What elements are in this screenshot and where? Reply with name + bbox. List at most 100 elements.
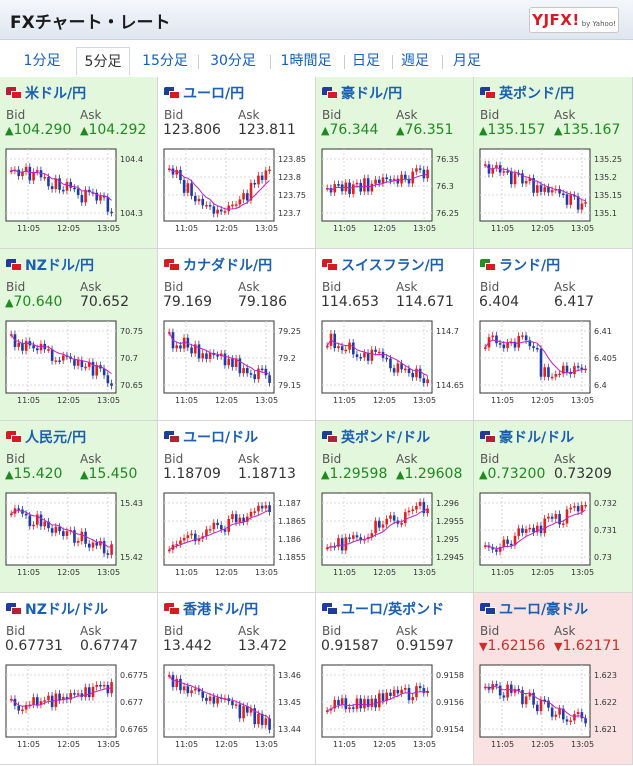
x-tick-label: 13:05 bbox=[413, 396, 436, 405]
pair-card[interactable]: カナダドル/円 Bid Ask 79.169 79.186 79.25 79.2 79.15 1… bbox=[158, 249, 316, 421]
candle-body bbox=[404, 512, 407, 524]
pair-title[interactable]: 豪ドル/円 bbox=[322, 83, 402, 103]
mini-candle-chart[interactable]: 135.25 135.2 135.15 135.1 11:05 12:05 13:05 bbox=[479, 147, 629, 239]
mini-candle-chart[interactable]: 13.46 13.45 13.44 11:05 12:05 13:05 bbox=[163, 663, 313, 755]
mini-candle-chart[interactable]: 76.35 76.3 76.25 11:05 12:05 13:05 bbox=[321, 147, 471, 239]
pair-title[interactable]: 豪ドル/ドル bbox=[480, 427, 574, 447]
pair-title[interactable]: ユーロ/円 bbox=[164, 83, 244, 103]
x-tick-label: 11:05 bbox=[175, 396, 198, 405]
candle-body bbox=[62, 531, 65, 536]
pair-name[interactable]: NZドル/ドル bbox=[25, 602, 108, 618]
pair-name[interactable]: 豪ドル/円 bbox=[341, 86, 403, 102]
pair-name[interactable]: ユーロ/英ポンド bbox=[341, 602, 445, 618]
candle-body bbox=[355, 182, 359, 185]
pair-name[interactable]: 豪ドル/ドル bbox=[499, 430, 575, 446]
chart-svg: 70.75 70.7 70.65 11:05 12:05 13:05 bbox=[5, 320, 143, 405]
candle-body bbox=[39, 343, 43, 351]
pair-name[interactable]: NZドル/円 bbox=[25, 258, 94, 274]
pair-card[interactable]: 豪ドル/ドル Bid Ask ▲0.73200 0.73209 0.732 0.731 0.7… bbox=[474, 421, 633, 593]
pair-title[interactable]: 米ドル/円 bbox=[6, 83, 86, 103]
mini-candle-chart[interactable]: 0.732 0.731 0.73 11:05 12:05 13:05 bbox=[479, 491, 629, 583]
pair-card[interactable]: ユーロ/英ポンド Bid Ask 0.91587 0.91597 0.9158 0.9156… bbox=[316, 593, 474, 765]
mini-candle-chart[interactable]: 0.6775 0.677 0.6765 11:05 12:05 13:05 bbox=[5, 663, 155, 755]
mini-candle-chart[interactable]: 15.43 15.42 11:05 12:05 13:05 bbox=[5, 491, 155, 583]
pair-card[interactable]: 米ドル/円 Bid Ask ▲104.290 ▲104.292 104.4 104.3 11:… bbox=[0, 77, 158, 249]
pair-card[interactable]: NZドル/円 Bid Ask ▲70.640 70.652 70.75 70.7 70.65 1… bbox=[0, 249, 158, 421]
mini-candle-chart[interactable]: 104.4 104.3 11:05 12:05 13:05 bbox=[5, 147, 155, 239]
pair-name[interactable]: ユーロ/円 bbox=[183, 86, 245, 102]
pair-card[interactable]: 英ポンド/円 Bid Ask ▲135.157 ▲135.167 135.25 135.2 1… bbox=[474, 77, 633, 249]
pair-name[interactable]: ランド/円 bbox=[499, 258, 561, 274]
bid-label: Bid bbox=[480, 624, 500, 638]
bid-price: 123.806 bbox=[163, 122, 221, 138]
bid-price: 114.653 bbox=[321, 294, 379, 310]
pair-name[interactable]: スイスフラン/円 bbox=[341, 258, 444, 274]
mini-candle-chart[interactable]: 1.296 1.2955 1.295 1.2945 11:05 12:05 13:05 bbox=[321, 491, 471, 583]
pair-name[interactable]: ユーロ/ドル bbox=[183, 430, 259, 446]
pair-card[interactable]: スイスフラン/円 Bid Ask 114.653 114.671 114.7 114.65 1… bbox=[316, 249, 474, 421]
tab-7[interactable]: 週足 bbox=[401, 53, 429, 69]
ask-label: Ask bbox=[554, 108, 576, 122]
pair-name[interactable]: カナダドル/円 bbox=[183, 258, 273, 274]
tab-1[interactable]: 1分足 bbox=[23, 53, 61, 69]
tab-6[interactable]: 日足 bbox=[352, 53, 380, 69]
candle-body bbox=[168, 168, 171, 171]
pair-name[interactable]: 英ポンド/円 bbox=[499, 86, 575, 102]
mini-candle-chart[interactable]: 79.25 79.2 79.15 11:05 12:05 13:05 bbox=[163, 319, 313, 411]
pair-card[interactable]: 英ポンド/ドル Bid Ask ▲1.29598 ▲1.29608 1.296 1.2955… bbox=[316, 421, 474, 593]
chart-svg: 0.732 0.731 0.73 11:05 12:05 13:05 bbox=[479, 492, 617, 577]
pair-title[interactable]: ユーロ/ドル bbox=[164, 427, 258, 447]
pair-name[interactable]: 米ドル/円 bbox=[25, 86, 87, 102]
y-tick-label: 0.6765 bbox=[120, 725, 148, 734]
pair-name[interactable]: 香港ドル/円 bbox=[183, 602, 259, 618]
yjfx-logo[interactable]: YJFX! by Yahoo! bbox=[529, 7, 619, 33]
bid-value: 0.91587 bbox=[321, 638, 379, 654]
candle-body bbox=[50, 528, 54, 533]
pair-title[interactable]: ユーロ/英ポンド bbox=[322, 599, 444, 619]
pair-title[interactable]: スイスフラン/円 bbox=[322, 255, 444, 275]
x-tick-label: 12:05 bbox=[373, 396, 396, 405]
y-tick-label: 79.25 bbox=[278, 327, 301, 336]
pair-title[interactable]: NZドル/円 bbox=[6, 255, 94, 275]
pair-title[interactable]: ランド/円 bbox=[480, 255, 560, 275]
mini-candle-chart[interactable]: 1.187 1.1865 1.186 1.1855 11:05 12:05 13:05 bbox=[163, 491, 313, 583]
candle-body bbox=[84, 366, 87, 369]
pair-title[interactable]: 英ポンド/ドル bbox=[322, 427, 430, 447]
candle-body bbox=[102, 368, 106, 376]
tab-4[interactable]: 30分足 bbox=[210, 53, 256, 69]
pair-name[interactable]: ユーロ/豪ドル bbox=[499, 602, 589, 618]
mini-candle-chart[interactable]: 0.9158 0.9156 0.9154 11:05 12:05 13:05 bbox=[321, 663, 471, 755]
candle-body bbox=[212, 522, 216, 530]
candle-body bbox=[517, 688, 521, 691]
pair-title[interactable]: 香港ドル/円 bbox=[164, 599, 258, 619]
mini-candle-chart[interactable]: 123.85 123.8 123.75 123.7 11:05 12:05 13:05 bbox=[163, 147, 313, 239]
mini-candle-chart[interactable]: 1.623 1.622 1.621 11:05 12:05 13:05 bbox=[479, 663, 629, 755]
pair-name[interactable]: 英ポンド/ドル bbox=[341, 430, 431, 446]
pair-title[interactable]: 英ポンド/円 bbox=[480, 83, 574, 103]
mini-candle-chart[interactable]: 70.75 70.7 70.65 11:05 12:05 13:05 bbox=[5, 319, 155, 411]
tab-3[interactable]: 15分足 bbox=[142, 53, 188, 69]
mini-candle-chart[interactable]: 114.7 114.65 11:05 12:05 13:05 bbox=[321, 319, 471, 411]
pair-card[interactable]: 香港ドル/円 Bid Ask 13.442 13.472 13.46 13.45 13.44 1… bbox=[158, 593, 316, 765]
pair-card[interactable]: ユーロ/豪ドル Bid Ask ▼1.62156 ▼1.62171 1.623 1.622 1… bbox=[474, 593, 633, 765]
pair-title[interactable]: カナダドル/円 bbox=[164, 255, 272, 275]
pair-card[interactable]: NZドル/ドル Bid Ask 0.67731 0.67747 0.6775 0.677 0.… bbox=[0, 593, 158, 765]
candle-body bbox=[359, 357, 363, 359]
pair-title[interactable]: 人民元/円 bbox=[6, 427, 86, 447]
tab-5[interactable]: 1時間足 bbox=[280, 53, 332, 69]
candle-body bbox=[227, 518, 231, 532]
pair-name[interactable]: 人民元/円 bbox=[25, 430, 87, 446]
pair-card[interactable]: 豪ドル/円 Bid Ask ▲76.344 ▲76.351 76.35 76.3 76.25 1… bbox=[316, 77, 474, 249]
pair-title[interactable]: NZドル/ドル bbox=[6, 599, 108, 619]
tab-8[interactable]: 月足 bbox=[453, 53, 481, 69]
candle-body bbox=[242, 706, 245, 719]
pair-title[interactable]: ユーロ/豪ドル bbox=[480, 599, 588, 619]
candle-body bbox=[422, 688, 426, 694]
pair-card[interactable]: ユーロ/ドル Bid Ask 1.18709 1.18713 1.187 1.1865 1.1… bbox=[158, 421, 316, 593]
pair-card[interactable]: ランド/円 Bid Ask 6.404 6.417 6.41 6.405 6.4 11:05 12… bbox=[474, 249, 633, 421]
mini-candle-chart[interactable]: 6.41 6.405 6.4 11:05 12:05 13:05 bbox=[479, 319, 629, 411]
pair-card[interactable]: 人民元/円 Bid Ask ▲15.420 ▲15.450 15.43 15.42 11:05… bbox=[0, 421, 158, 593]
pair-card[interactable]: ユーロ/円 Bid Ask 123.806 123.811 123.85 123.8 123.… bbox=[158, 77, 316, 249]
tab-2[interactable]: 5分足 bbox=[76, 47, 130, 75]
x-tick-label: 13:05 bbox=[255, 740, 278, 749]
